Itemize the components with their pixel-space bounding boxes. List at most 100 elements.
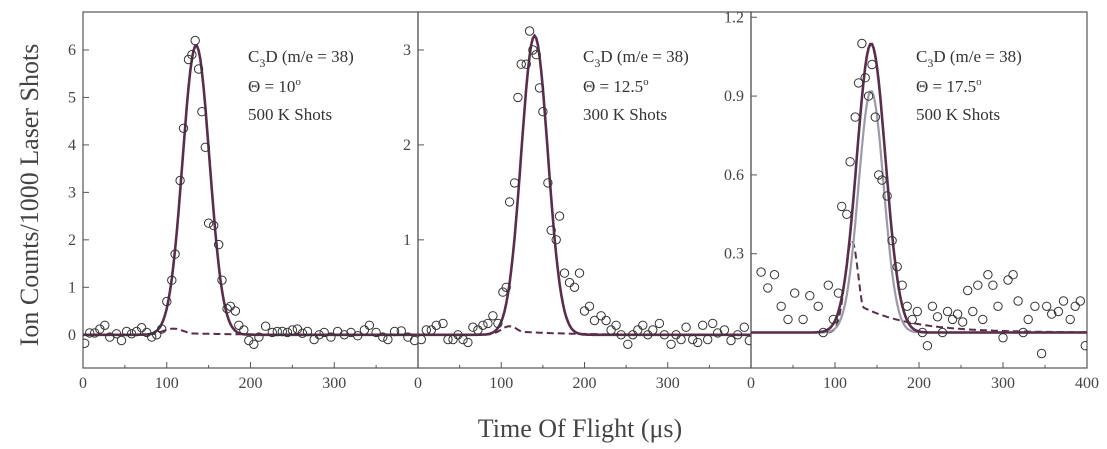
data-point bbox=[912, 306, 922, 317]
data-point bbox=[703, 334, 713, 345]
data-point bbox=[222, 304, 232, 314]
data-point bbox=[1036, 348, 1047, 359]
y-tick-label: 1.2 bbox=[724, 9, 744, 26]
data-point bbox=[364, 320, 375, 330]
data-point bbox=[633, 325, 643, 335]
data-point bbox=[378, 332, 388, 342]
data-point bbox=[659, 330, 670, 340]
data-point bbox=[973, 280, 983, 290]
data-point bbox=[443, 334, 453, 345]
data-point bbox=[756, 267, 766, 277]
data-point bbox=[998, 333, 1008, 343]
data-point bbox=[83, 338, 90, 348]
data-point bbox=[448, 334, 458, 345]
data-point bbox=[157, 324, 167, 334]
data-point bbox=[1042, 301, 1052, 311]
data-point bbox=[214, 239, 224, 250]
data-point bbox=[116, 335, 127, 346]
data-point bbox=[978, 314, 988, 325]
data-point bbox=[1003, 275, 1013, 285]
data-point bbox=[538, 107, 548, 117]
data-point bbox=[783, 314, 793, 325]
data-point bbox=[162, 296, 172, 307]
data-point bbox=[643, 330, 653, 340]
data-point bbox=[100, 320, 110, 330]
data-point bbox=[551, 235, 561, 245]
data-point bbox=[1023, 314, 1033, 325]
y-tick-label: 0.3 bbox=[724, 246, 744, 263]
data-point bbox=[197, 107, 207, 117]
data-point bbox=[513, 92, 523, 103]
data-point bbox=[897, 280, 907, 290]
data-point bbox=[178, 123, 189, 134]
data-point bbox=[870, 112, 880, 122]
data-point bbox=[601, 315, 611, 326]
data-point bbox=[326, 332, 336, 342]
data-point bbox=[1013, 296, 1023, 306]
data-point bbox=[239, 325, 249, 335]
data-point bbox=[277, 326, 287, 337]
data-point bbox=[952, 309, 963, 319]
data-point bbox=[963, 285, 973, 296]
data-point bbox=[314, 330, 324, 340]
data-point bbox=[681, 322, 691, 332]
data-point bbox=[623, 339, 633, 349]
species-label: C3D (m/e = 38) bbox=[248, 47, 354, 70]
data-point bbox=[453, 330, 463, 340]
data-point bbox=[569, 282, 580, 292]
angle-label: Θ = 12.5o bbox=[583, 76, 649, 96]
data-point bbox=[203, 218, 214, 228]
species-label: C3D (m/e = 38) bbox=[583, 47, 689, 70]
data-point bbox=[217, 275, 227, 285]
data-point bbox=[297, 328, 308, 338]
fit-curve bbox=[751, 42, 1087, 334]
data-point bbox=[249, 339, 259, 349]
data-point bbox=[805, 291, 815, 301]
x-axis-title: Time Of Flight (μs) bbox=[478, 414, 682, 443]
data-point bbox=[574, 268, 585, 278]
data-point bbox=[845, 157, 855, 167]
data-point bbox=[874, 170, 884, 180]
data-point bbox=[932, 312, 943, 322]
y-tick-label: 4 bbox=[68, 137, 76, 154]
shots-label: 500 K Shots bbox=[248, 105, 332, 124]
data-point bbox=[584, 301, 595, 311]
y-tick-label: 3 bbox=[403, 42, 411, 59]
data-point bbox=[902, 301, 912, 311]
data-point bbox=[988, 280, 998, 290]
data-point bbox=[713, 328, 723, 338]
data-point bbox=[521, 59, 531, 69]
data-point bbox=[152, 330, 162, 340]
data-point bbox=[1075, 296, 1086, 306]
data-point bbox=[254, 332, 264, 342]
data-point bbox=[853, 78, 864, 88]
data-point bbox=[136, 323, 147, 333]
data-point bbox=[488, 311, 498, 321]
data-point bbox=[654, 318, 665, 329]
y-tick-label: 2 bbox=[68, 232, 76, 249]
data-point bbox=[596, 311, 606, 321]
data-point bbox=[516, 59, 526, 69]
x-tick-label: 400 bbox=[1075, 375, 1099, 392]
y-tick-label: 0.9 bbox=[724, 88, 744, 105]
angle-label: Θ = 10o bbox=[248, 76, 301, 96]
data-point bbox=[183, 54, 194, 65]
y-tick-label: 3 bbox=[68, 184, 76, 201]
shots-label: 500 K Shots bbox=[916, 105, 1000, 124]
data-point bbox=[483, 318, 493, 329]
x-tick-label: 100 bbox=[155, 375, 179, 392]
data-point bbox=[947, 314, 958, 325]
y-tick-label: 6 bbox=[68, 42, 76, 59]
data-point bbox=[1018, 327, 1028, 338]
data-point bbox=[142, 327, 152, 338]
data-point bbox=[501, 282, 511, 292]
data-point bbox=[628, 330, 638, 340]
data-point bbox=[267, 327, 277, 338]
data-point bbox=[638, 320, 648, 330]
data-point bbox=[1065, 314, 1075, 325]
data-point bbox=[493, 318, 503, 329]
data-point bbox=[531, 50, 541, 60]
data-point bbox=[828, 314, 838, 325]
x-tick-label: 300 bbox=[322, 375, 346, 392]
data-point bbox=[648, 325, 658, 335]
